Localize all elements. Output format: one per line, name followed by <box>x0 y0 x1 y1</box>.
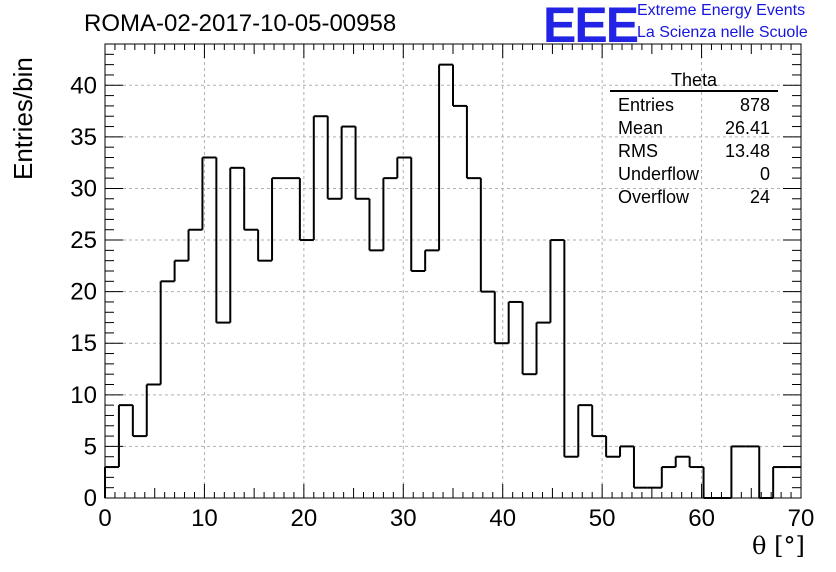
stats-value: 26.41 <box>724 118 770 138</box>
x-tick-label: 50 <box>589 505 616 532</box>
y-tick-label: 15 <box>70 330 97 357</box>
stats-title: Theta <box>670 70 718 90</box>
histogram-layer <box>104 63 801 499</box>
eee-logo: EEE <box>543 0 639 53</box>
stats-label: Underflow <box>618 164 700 184</box>
y-tick-label: 0 <box>84 485 97 512</box>
stats-label: RMS <box>618 141 658 161</box>
stats-row-entries: Entries 878 <box>610 94 778 117</box>
stats-label: Mean <box>618 118 664 138</box>
y-tick-label: 30 <box>70 175 97 202</box>
stats-value: 0 <box>759 164 770 184</box>
y-tick-label: 25 <box>70 227 97 254</box>
x-tick-label: 40 <box>489 505 516 532</box>
y-axis-label: Entries/bin <box>8 57 38 180</box>
stats-label: Entries <box>618 95 675 115</box>
stats-row-underflow: Underflow 0 <box>610 163 778 186</box>
x-tick-label: 10 <box>191 505 218 532</box>
x-tick-label: 30 <box>390 505 417 532</box>
logo-line-1: Extreme Energy Events <box>637 2 806 19</box>
x-axis-label: θ [°] <box>752 532 805 560</box>
chart-title: ROMA-02-2017-10-05-00958 <box>84 10 397 37</box>
stats-value: 13.48 <box>724 141 770 161</box>
y-tick-label: 5 <box>84 433 97 460</box>
x-tick-label: 70 <box>788 505 815 532</box>
stats-row-mean: Mean 26.41 <box>610 117 778 140</box>
stats-value: 24 <box>749 187 770 207</box>
y-tick-label: 10 <box>70 382 97 409</box>
x-tick-label: 60 <box>688 505 715 532</box>
tick-label-layer: 0 10 20 30 40 50 60 70 0 5 10 15 20 25 30 35 40 <box>70 72 814 532</box>
logo-line-2: La Scienza nelle Scuole <box>637 24 808 41</box>
stats-divider <box>610 90 778 92</box>
y-tick-label: 20 <box>70 279 97 306</box>
y-tick-label: 40 <box>70 72 97 99</box>
axis-layer <box>104 43 802 499</box>
y-tick-label: 35 <box>70 124 97 151</box>
x-tick-label: 20 <box>291 505 318 532</box>
stats-label: Overflow <box>618 187 690 207</box>
stats-row-overflow: Overflow 24 <box>610 186 778 209</box>
stats-value: 878 <box>739 95 770 115</box>
grid-layer <box>105 44 801 498</box>
stats-row-rms: RMS 13.48 <box>610 140 778 163</box>
stats-box: Theta Entries 878 Mean 26.41 RMS 13.48 U… <box>610 70 778 209</box>
x-tick-label: 0 <box>98 505 111 532</box>
